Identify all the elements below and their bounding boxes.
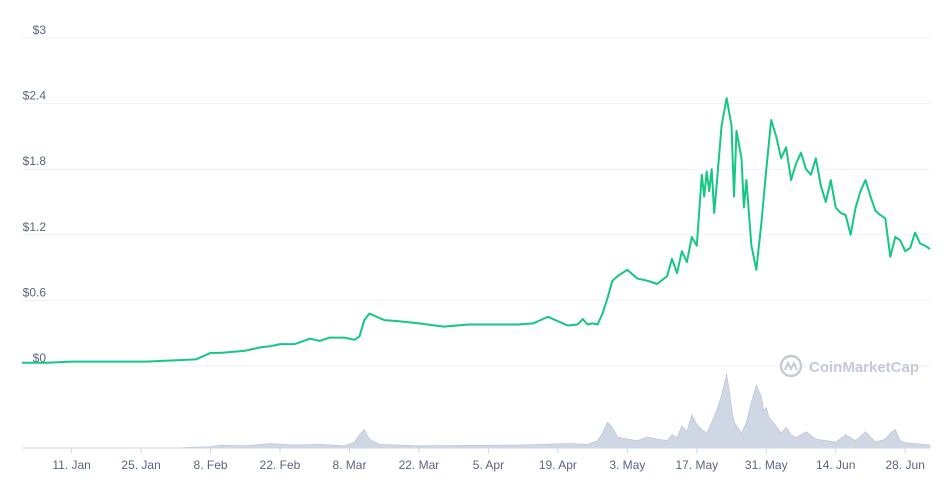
x-tick-label: 14. Jun	[816, 458, 855, 472]
grid-lines	[22, 37, 930, 367]
x-tick-label: 8. Feb	[194, 458, 228, 472]
watermark: CoinMarketCap	[779, 354, 919, 378]
x-tick-label: 25. Jan	[121, 458, 160, 472]
volume-area	[22, 373, 931, 449]
x-tick-label: 17. May	[675, 458, 718, 472]
x-tick-label: 28. Jun	[886, 458, 925, 472]
y-axis-labels: $3 $2.4 $1.8 $1.2 $0.6 $0	[23, 23, 47, 365]
x-tick-label: 11. Jan	[52, 458, 90, 472]
x-tick-label: 31. May	[745, 458, 788, 472]
y-tick-label: $0.6	[23, 285, 47, 299]
x-tick-label: 5. Apr	[473, 458, 504, 472]
x-tick-label: 19. Apr	[539, 458, 577, 472]
price-series	[22, 97, 931, 364]
watermark-text: CoinMarketCap	[809, 359, 919, 376]
x-axis-labels: 11. Jan 25. Jan 8. Feb 22. Feb 8. Mar 22. Mar…	[52, 448, 925, 472]
price-line	[22, 97, 931, 364]
x-tick-label: 22. Mar	[399, 458, 440, 472]
y-tick-label: $1.8	[23, 154, 47, 168]
y-tick-label: $0	[33, 351, 47, 365]
y-tick-label: $1.2	[23, 220, 47, 234]
y-tick-label: $2.4	[23, 89, 47, 103]
y-tick-label: $3	[33, 23, 47, 37]
x-tick-label: 3. May	[609, 458, 645, 472]
coinmarketcap-logo-icon	[779, 354, 803, 378]
x-tick-label: 8. Mar	[332, 458, 366, 472]
x-tick-label: 22. Feb	[260, 458, 301, 472]
